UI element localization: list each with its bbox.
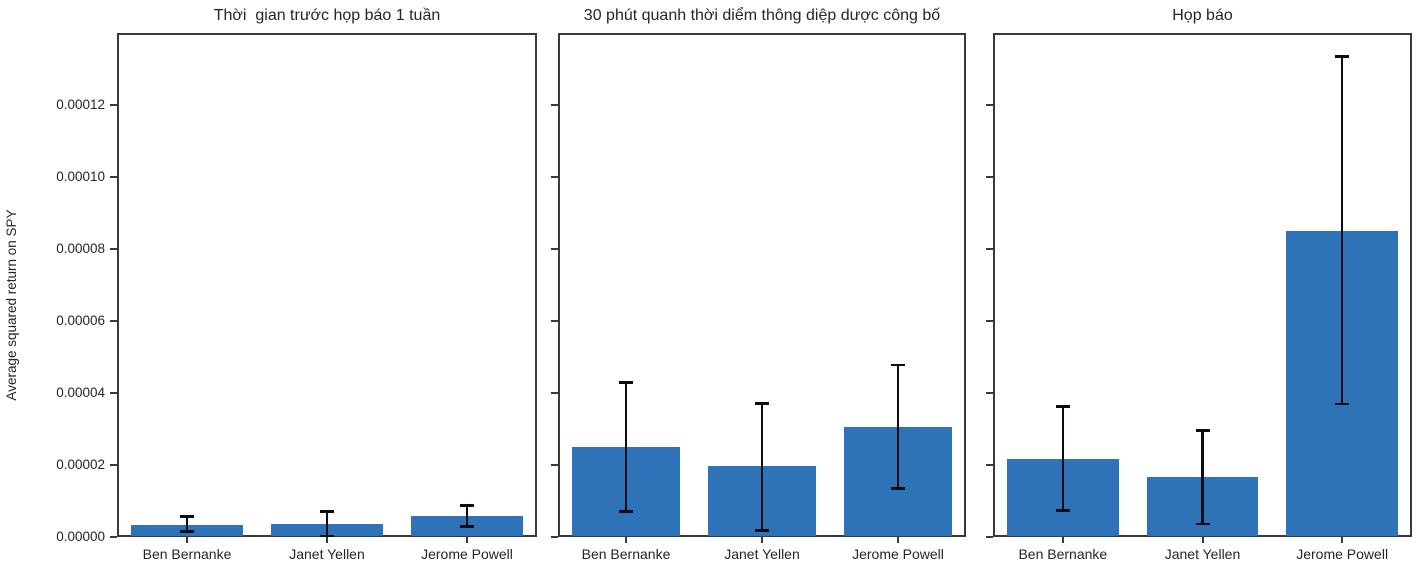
y-tick-mark (986, 320, 993, 322)
error-cap-top (180, 515, 194, 518)
y-tick-label: 0.00008 (56, 241, 105, 256)
x-tick-label-janet-yellen: Janet Yellen (724, 546, 800, 562)
error-cap-top (1195, 429, 1210, 432)
x-tick-mark (466, 537, 468, 543)
y-tick-mark (110, 536, 117, 538)
error-bar-ben-bernanke (185, 516, 189, 532)
error-cap-top (320, 510, 334, 513)
error-bar-ben-bernanke (1061, 406, 1065, 511)
error-cap-top (619, 381, 633, 384)
error-cap-top (755, 402, 769, 405)
x-tick-label-ben-bernanke: Ben Bernanke (581, 546, 671, 562)
y-tick-mark (551, 464, 558, 466)
x-tick-label-janet-yellen: Janet Yellen (289, 546, 365, 562)
error-cap-bottom (755, 529, 769, 532)
error-bar-jerome-powell (896, 364, 900, 489)
error-bar-janet-yellen (325, 511, 329, 536)
x-tick-label-jerome-powell: Jerome Powell (1296, 546, 1389, 562)
y-tick-mark (110, 392, 117, 394)
x-tick-mark (897, 537, 899, 543)
y-tick-mark (110, 104, 117, 106)
x-tick-mark (1341, 537, 1344, 543)
y-tick-label: 0.00012 (56, 97, 105, 112)
y-tick-mark (986, 536, 993, 538)
error-cap-top (891, 363, 905, 367)
x-tick-mark (326, 537, 328, 543)
y-tick-mark (110, 320, 117, 322)
panel-title-pre-press-week: Thời gian trước họp báo 1 tuần (213, 7, 441, 24)
x-tick-label-ben-bernanke: Ben Bernanke (142, 546, 232, 562)
y-tick-mark (551, 536, 558, 538)
y-tick-mark (551, 320, 558, 322)
error-bar-ben-bernanke (624, 382, 628, 512)
error-bar-janet-yellen (1201, 430, 1204, 524)
y-tick-label: 0.00006 (56, 313, 105, 328)
plot-frame (993, 33, 1412, 537)
error-cap-bottom (619, 510, 633, 513)
error-cap-top (1335, 55, 1350, 58)
y-tick-mark (551, 392, 558, 394)
y-tick-mark (551, 248, 558, 250)
y-tick-mark (551, 176, 558, 178)
error-cap-bottom (1055, 509, 1070, 512)
y-tick-mark (110, 464, 117, 466)
error-bar-janet-yellen (760, 403, 764, 531)
plot-frame (558, 33, 966, 537)
error-cap-bottom (460, 525, 474, 528)
y-tick-mark (986, 176, 993, 178)
panel-title-press-conference: Họp báo (1172, 7, 1233, 24)
x-tick-label-ben-bernanke: Ben Bernanke (1018, 546, 1108, 562)
y-axis-label: Average squared return on SPY (4, 209, 19, 401)
y-tick-label: 0.00000 (56, 529, 105, 544)
error-cap-bottom (320, 534, 334, 538)
error-bar-jerome-powell (1340, 56, 1344, 404)
error-cap-bottom (891, 487, 905, 490)
error-cap-bottom (1195, 522, 1210, 526)
plot-frame (117, 33, 537, 537)
x-tick-mark (1061, 537, 1064, 543)
error-cap-bottom (180, 530, 194, 533)
x-tick-mark (761, 537, 763, 543)
x-tick-mark (1201, 537, 1204, 543)
y-tick-mark (110, 248, 117, 250)
x-tick-mark (625, 537, 627, 543)
error-cap-top (460, 504, 474, 507)
y-tick-mark (986, 104, 993, 106)
panel-title-30min-announcement: 30 phút quanh thời diểm thông diệp dược … (583, 7, 941, 24)
y-tick-mark (551, 104, 558, 106)
x-tick-mark (186, 537, 188, 543)
y-tick-label: 0.00010 (56, 169, 105, 184)
y-tick-mark (986, 464, 993, 466)
error-cap-top (1055, 405, 1070, 408)
error-cap-bottom (1335, 402, 1350, 406)
y-tick-mark (986, 248, 993, 250)
x-tick-label-janet-yellen: Janet Yellen (1164, 546, 1241, 562)
y-tick-mark (986, 392, 993, 394)
y-tick-label: 0.00002 (56, 457, 105, 472)
x-tick-label-jerome-powell: Jerome Powell (421, 546, 513, 562)
y-tick-label: 0.00004 (56, 385, 105, 400)
error-bar-jerome-powell (465, 505, 469, 527)
x-tick-label-jerome-powell: Jerome Powell (852, 546, 944, 562)
y-tick-mark (110, 176, 117, 178)
